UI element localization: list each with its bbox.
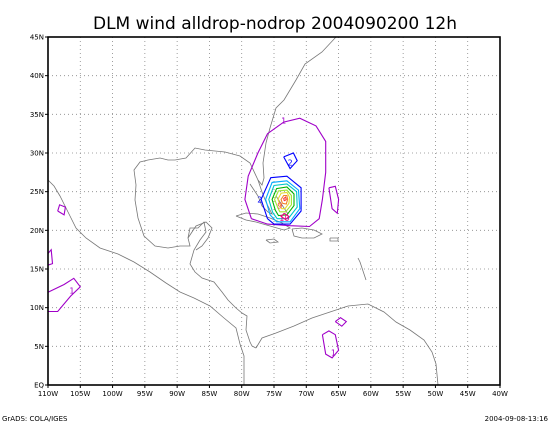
coastline-north-america [133,36,337,349]
tick-label-lon: 50W [428,390,444,398]
contour-label: 1 [331,349,336,358]
tick-label-lat: 20N [30,227,44,235]
tick-label-lon: 95W [137,390,153,398]
contour-line-7 [277,191,291,210]
tick-label-lat: 5N [34,343,44,351]
tick-label-lon: 65W [331,390,347,398]
wind-contours: 1 1 1 2 2 9 10 [47,117,348,359]
coastline-lesser-antilles [357,257,367,281]
coastline-jamaica [265,238,280,244]
contour-line-4 [268,183,298,220]
map-title: DLM wind alldrop-nodrop 2004090200 12h [93,14,457,34]
tick-label-lon: 85W [202,390,218,398]
contour-label: 2 [288,158,293,167]
contour-line-1 [57,204,67,216]
tick-label-lon: 55W [395,390,411,398]
tick-label-lon: 45W [460,390,476,398]
coastline-hispaniola [291,227,323,239]
tick-label-lon: 40W [492,390,508,398]
footer-right: 2004-09-08-13:16 [485,415,549,423]
contour-line-1 [334,317,348,327]
contour-line-10 [280,212,290,221]
tick-label-lon: 75W [266,390,282,398]
tick-label-lat: 35N [30,111,44,119]
contour-label: 2 [257,195,262,204]
contour-label: 1 [281,117,286,126]
contour-line-2 [283,152,298,170]
tick-label-lon: 100W [102,390,122,398]
coastline-mexico-pacific [47,179,245,385]
tick-label-lat: 25N [30,188,44,196]
plot-area: 1 1 1 2 2 9 10 110W 105W 100W 95W 90W 85W 80W 75W 70W 6… [30,34,508,399]
tick-label-lat: 30N [30,150,44,158]
coastline-yucatan [187,221,213,251]
tick-label-lon: 80W [234,390,250,398]
contour-line-8 [280,194,289,205]
contour-line-9 [283,196,287,202]
plot-background [48,37,500,385]
contour-label: 1 [69,287,74,296]
coastline-south-america [255,303,439,386]
contour-line-5 [271,186,295,217]
contour-line-1 [244,117,327,228]
tick-label-lon: 90W [169,390,185,398]
contour-line-1 [321,330,340,359]
tick-label-lat: 40N [30,72,44,80]
tick-label-lat: 15N [30,266,44,274]
contour-line-3 [265,180,301,223]
contour-line-1 [47,277,82,313]
contour-label: 10 [279,214,289,223]
tick-label-lon: 105W [70,390,90,398]
grid-lines [48,37,500,385]
coastline-cuba [235,212,291,231]
contour-line-1 [328,185,340,215]
tick-label-lon: 110W [38,390,58,398]
contour-line-2 [260,175,302,225]
coastline-puerto-rico [329,237,339,242]
tick-label-lat: EQ [34,382,44,390]
contour-line-1 [47,248,54,266]
contour-label: 9 [277,202,282,211]
tick-label-lon: 60W [363,390,379,398]
tick-label-lon: 70W [298,390,314,398]
contour-line-6 [274,189,292,213]
tick-label-lat: 10N [30,304,44,312]
axis-tick-labels: 110W 105W 100W 95W 90W 85W 80W 75W 70W 65W 60W 55W 5… [30,34,508,399]
tick-label-lat: 45N [30,34,44,42]
footer-left: GrADS: COLA/IGES [2,415,68,423]
